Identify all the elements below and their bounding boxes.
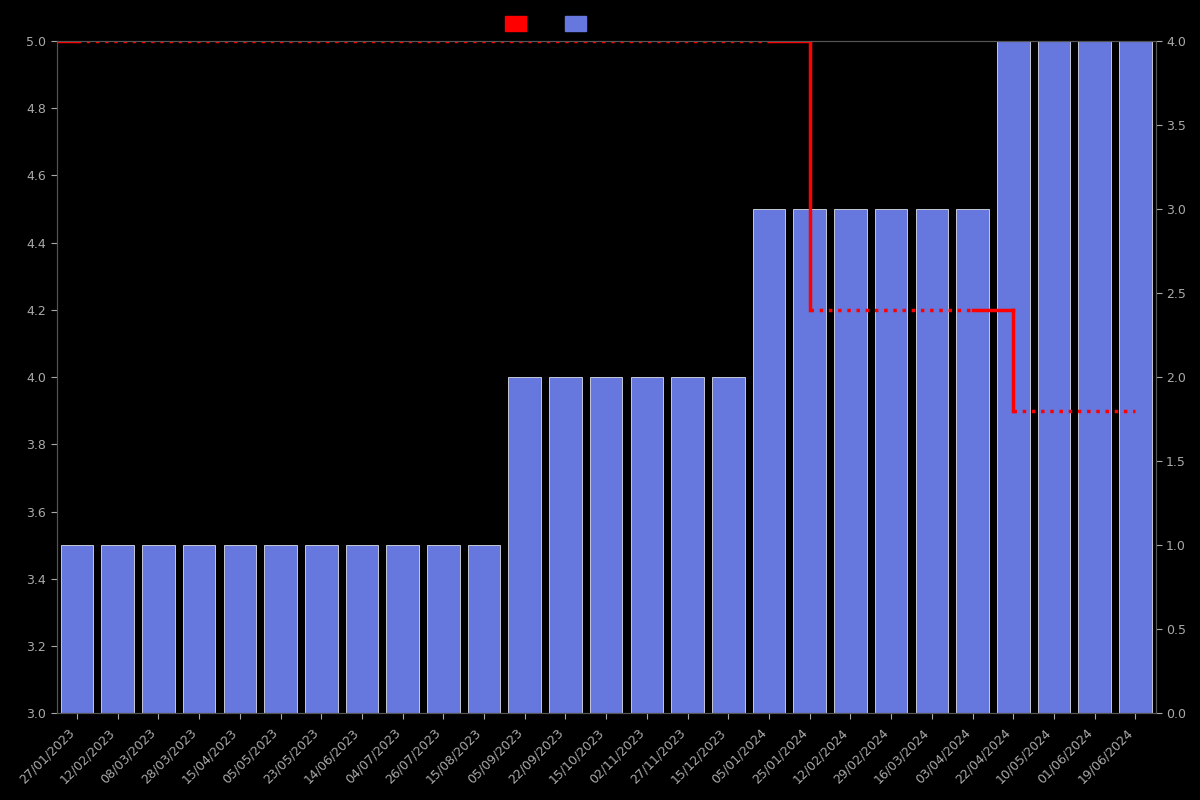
Bar: [102, 546, 134, 714]
Bar: [305, 546, 337, 714]
Bar: [427, 546, 460, 714]
Bar: [509, 377, 541, 714]
Bar: [468, 546, 500, 714]
Bar: [1120, 41, 1152, 714]
Bar: [1038, 41, 1070, 714]
Bar: [264, 546, 296, 714]
Bar: [752, 209, 785, 714]
Bar: [916, 209, 948, 714]
Bar: [182, 546, 216, 714]
Bar: [590, 377, 623, 714]
Bar: [671, 377, 704, 714]
Bar: [386, 546, 419, 714]
Bar: [223, 546, 256, 714]
Bar: [1079, 41, 1111, 714]
Bar: [834, 209, 866, 714]
Bar: [793, 209, 826, 714]
Legend: , : ,: [500, 10, 602, 37]
Bar: [550, 377, 582, 714]
Bar: [956, 209, 989, 714]
Bar: [997, 41, 1030, 714]
Bar: [712, 377, 744, 714]
Bar: [346, 546, 378, 714]
Bar: [142, 546, 175, 714]
Bar: [631, 377, 664, 714]
Bar: [875, 209, 907, 714]
Bar: [61, 546, 94, 714]
